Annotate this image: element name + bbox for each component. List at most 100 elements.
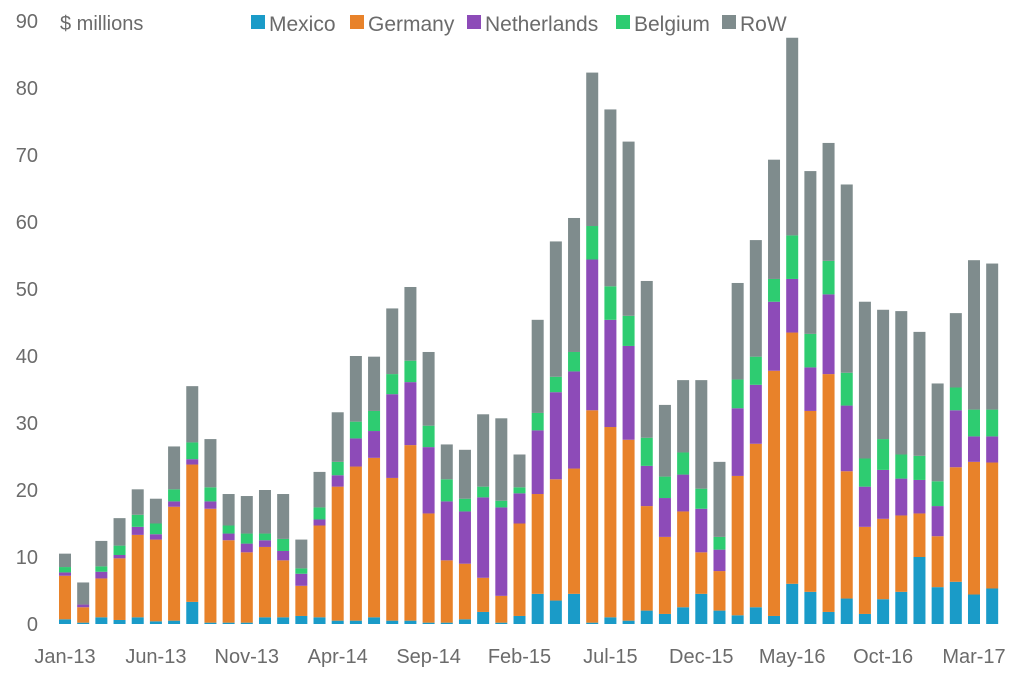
bar-germany [713,571,726,611]
bar-belgium [295,568,308,574]
bar-belgium [731,379,744,409]
x-tick-label: Oct-16 [853,646,913,668]
bar-netherlands [786,278,799,333]
bar-row [59,553,71,568]
bar-mexico [731,615,744,624]
bar-netherlands [768,301,781,371]
bar-belgium [604,286,617,320]
bar-stack [131,489,144,624]
bar-germany [840,471,853,599]
bar-mexico [295,615,308,624]
bar-row [986,263,999,410]
bar-row [895,311,908,455]
bar-belgium [786,235,799,279]
bar-stack [895,311,908,624]
bar-mexico [822,611,835,624]
x-tick-label: Jan-13 [34,646,95,668]
bar-germany [149,539,162,622]
bar-netherlands [731,408,744,476]
bar-belgium [386,374,399,395]
bar-stack [586,72,599,624]
bar-germany [877,518,890,600]
bar-mexico [113,619,126,624]
bar-stack [277,494,290,624]
bar-stack [222,494,235,624]
y-tick-label: 20 [16,480,38,502]
bar-mexico [440,622,453,624]
bar-mexico [513,615,526,624]
bar-row [477,414,490,487]
bar-row [113,518,126,546]
bar-germany [986,462,999,589]
unit-label: $ millions [60,13,143,35]
bar-netherlands [168,501,181,507]
bar-belgium [622,315,635,346]
bar-netherlands [968,436,980,462]
bar-netherlands [513,493,526,524]
x-tick-label: Nov-13 [215,646,279,668]
bar-row [931,383,944,482]
bar-stack [386,308,399,624]
bar-stack [931,383,944,624]
bar-germany [786,332,799,584]
bar-germany [858,526,871,614]
bar-stack [622,141,635,624]
bar-stack [149,498,162,624]
bar-mexico [186,601,199,624]
bar-stack [258,490,271,624]
bar-netherlands [949,410,962,468]
bar-row [731,282,744,380]
bar-stack [95,540,108,624]
bar-stack [695,380,708,624]
bar-row [495,418,508,501]
bar-stack [295,539,308,624]
bar-belgium [422,425,435,448]
x-tick-label: Mar-17 [942,646,1005,668]
x-tick-label: Feb-15 [488,646,551,668]
bar-mexico [240,622,253,624]
bar-netherlands [895,478,908,516]
bar-belgium [404,360,417,383]
bar-germany [222,540,235,623]
bar-mexico [349,620,362,624]
bar-netherlands [877,469,890,519]
bar-mexico [258,617,271,624]
bar-germany [95,578,108,618]
bar-row [168,446,181,490]
bar-germany [440,560,453,623]
bar-netherlands [331,475,344,487]
bar-row [368,356,381,411]
bar-mexico [95,617,108,624]
bar-stack [458,449,471,624]
bar-germany [949,467,962,582]
bar-belgium [313,507,326,520]
bar-netherlands [422,447,435,514]
bar-stack [968,260,980,624]
bar-netherlands [858,486,871,527]
bar-stack [331,412,344,624]
bar-stack [568,217,581,624]
bar-germany [804,410,817,592]
bar-row [277,494,290,539]
bar-netherlands [604,319,617,428]
bar-mexico [713,610,726,624]
bar-germany [386,477,399,621]
bar-belgium [440,479,453,502]
bar-germany [349,466,362,621]
bar-belgium [113,545,126,555]
bar-belgium [913,455,926,480]
bar-germany [749,443,762,608]
bar-row [822,142,835,261]
bar-netherlands [913,479,926,514]
bar-row [604,109,617,287]
bar-stack [495,418,508,624]
bar-stack [986,263,999,624]
bar-mexico [949,581,962,624]
bar-germany [622,439,635,621]
bar-stack [422,351,435,624]
bar-stack [531,319,544,624]
bar-stack [640,280,653,624]
bar-netherlands [549,392,562,480]
bar-mexico [749,607,762,624]
